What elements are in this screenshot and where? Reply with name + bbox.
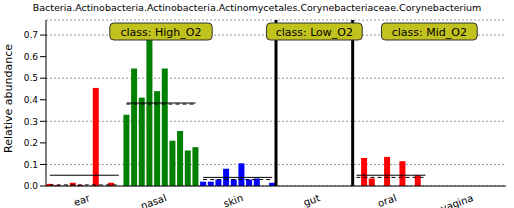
svg-text:class: High_O2: class: High_O2 [121,26,202,39]
svg-text:class: Low_O2: class: Low_O2 [276,26,353,39]
svg-text:0.4: 0.4 [24,95,39,105]
svg-text:nasal: nasal [139,192,168,208]
svg-text:0.5: 0.5 [24,73,38,83]
svg-text:0.2: 0.2 [24,138,38,148]
svg-text:ear: ear [72,192,92,208]
svg-text:vagina: vagina [439,192,474,208]
svg-text:0.0: 0.0 [24,181,39,191]
svg-text:Relative abundance: Relative abundance [8,44,15,153]
svg-text:skin: skin [222,192,245,208]
svg-text:class: Mid_O2: class: Mid_O2 [392,26,467,39]
svg-text:oral: oral [376,192,398,208]
svg-text:gut: gut [302,192,321,208]
svg-text:0.1: 0.1 [24,160,38,170]
svg-text:0.7: 0.7 [24,30,38,40]
html-text:Bacteria.Actinobacteria.Actino: Bacteria.Actinobacteria.Actinobacteria.A… [32,2,482,13]
svg-text:0.6: 0.6 [24,52,39,62]
svg-text:0.3: 0.3 [24,117,38,127]
